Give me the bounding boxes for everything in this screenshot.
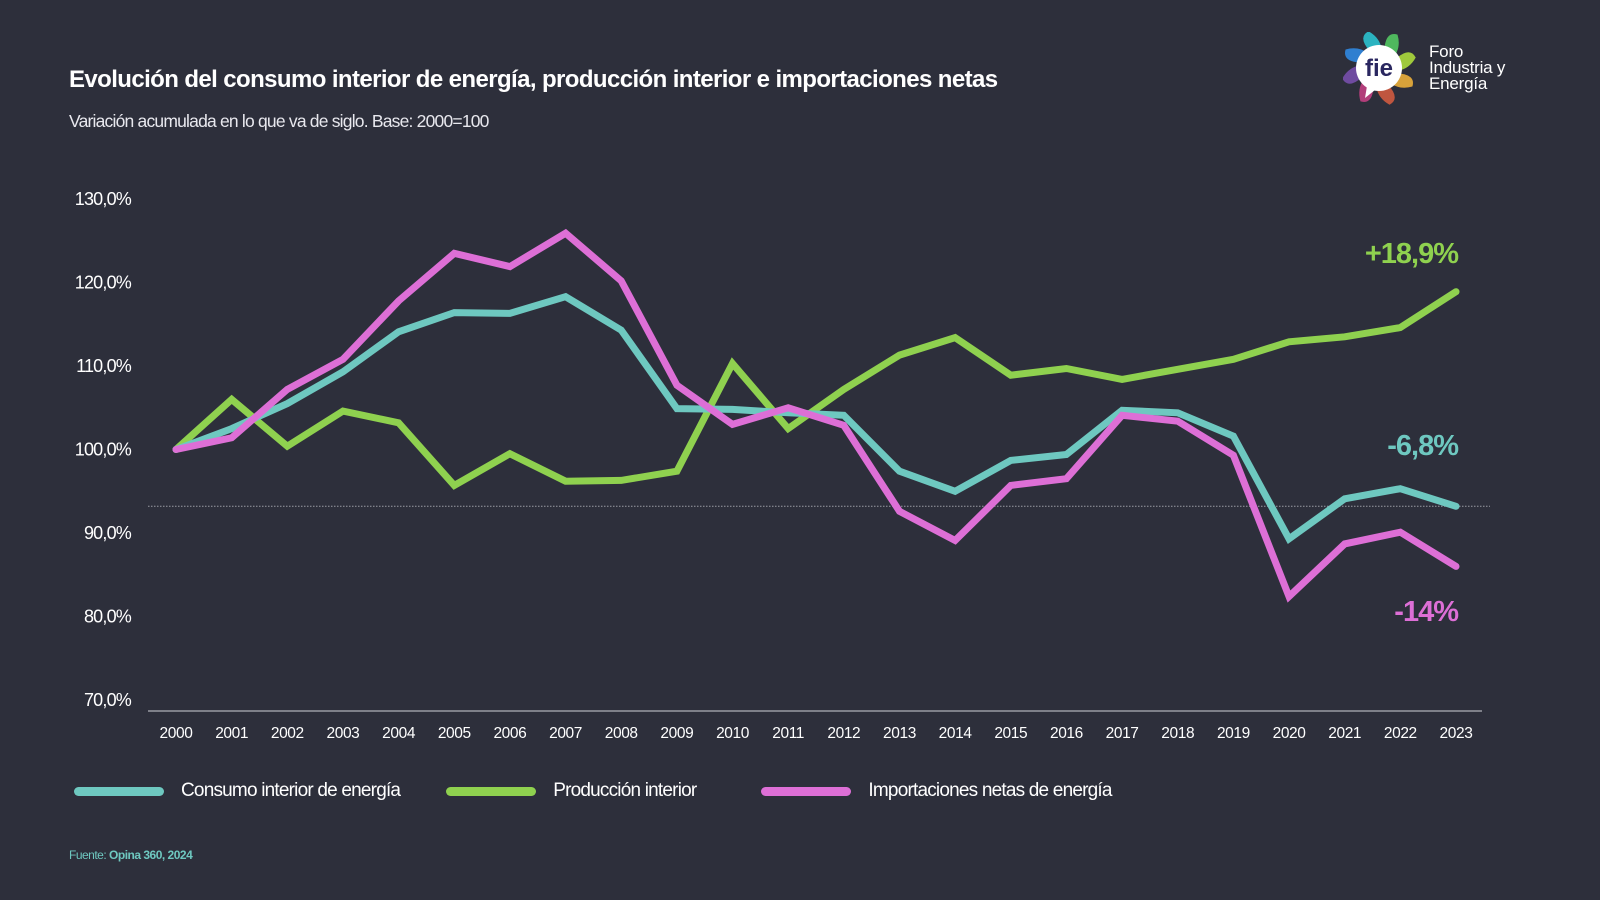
legend-label-produccion: Producción interior xyxy=(553,780,697,801)
source-prefix: Fuente: xyxy=(69,848,110,862)
x-tick-label: 2003 xyxy=(327,725,360,742)
y-tick-label: 100,0% xyxy=(75,440,132,460)
x-tick-label: 2002 xyxy=(271,725,304,742)
x-tick-label: 2015 xyxy=(994,725,1027,742)
legend-swatch-importaciones xyxy=(761,786,852,796)
logo-line-3: Energía xyxy=(1429,74,1488,93)
end-labels: -6,8% +18,9% -14% xyxy=(1365,238,1460,628)
x-axis: 2000 2001 2002 2003 2004 2005 2006 2007 2008 2009… xyxy=(160,725,1473,742)
legend: Consumo interior de energía Producción i… xyxy=(74,780,1112,802)
x-tick-label: 2004 xyxy=(382,725,416,742)
series-lines xyxy=(172,228,1460,603)
logo-text: Foro Industria y Energía xyxy=(1429,42,1506,93)
y-tick-label: 90,0% xyxy=(84,523,132,543)
series-line-importaciones xyxy=(172,228,1460,603)
x-tick-label: 2018 xyxy=(1161,725,1194,742)
x-tick-label: 2005 xyxy=(438,725,471,742)
logo-mark: fie xyxy=(1343,32,1416,105)
legend-swatch-produccion xyxy=(446,786,537,796)
x-tick-label: 2006 xyxy=(493,725,526,742)
x-tick-label: 2020 xyxy=(1273,725,1307,742)
x-tick-label: 2010 xyxy=(716,725,750,742)
x-tick-label: 2007 xyxy=(549,725,582,742)
x-tick-label: 2023 xyxy=(1440,725,1473,742)
logo-line-2: Industria y xyxy=(1429,58,1506,77)
end-label-consumo: -6,8% xyxy=(1387,430,1459,462)
x-tick-label: 2022 xyxy=(1384,725,1417,742)
source-name: Opina 360, 2024 xyxy=(109,848,193,862)
series-line-produccion xyxy=(172,288,1460,490)
legend-item-consumo[interactable]: Consumo interior de energía xyxy=(74,780,401,802)
y-tick-label: 120,0% xyxy=(75,273,132,293)
x-tick-label: 2009 xyxy=(660,725,693,742)
end-label-produccion: +18,9% xyxy=(1365,238,1459,270)
legend-label-importaciones: Importaciones netas de energía xyxy=(868,780,1112,801)
x-tick-label: 2008 xyxy=(605,725,638,742)
logo-bubble-tail xyxy=(1365,86,1375,98)
chart-title: Evolución del consumo interior de energí… xyxy=(69,66,998,93)
legend-item-produccion[interactable]: Producción interior xyxy=(446,780,697,802)
legend-item-importaciones[interactable]: Importaciones netas de energía xyxy=(761,780,1112,802)
x-tick-label: 2001 xyxy=(215,725,248,742)
y-axis: 130,0% 120,0% 110,0% 100,0% 90,0% 80,0% 70,0% xyxy=(75,189,133,710)
source-note: Fuente: Opina 360, 2024 xyxy=(69,848,193,862)
x-tick-label: 2016 xyxy=(1050,725,1083,742)
x-tick-label: 2017 xyxy=(1106,725,1139,742)
x-tick-label: 2012 xyxy=(827,725,860,742)
end-label-importaciones: -14% xyxy=(1394,596,1459,628)
y-tick-label: 110,0% xyxy=(76,356,132,376)
logo-circle xyxy=(1356,45,1402,91)
legend-label-consumo: Consumo interior de energía xyxy=(181,780,401,801)
x-tick-label: 2013 xyxy=(883,725,916,742)
y-tick-label: 80,0% xyxy=(84,607,132,627)
x-tick-label: 2019 xyxy=(1217,725,1250,742)
x-tick-label: 2011 xyxy=(772,725,804,742)
legend-swatch-consumo xyxy=(74,786,164,796)
x-tick-label: 2000 xyxy=(160,725,194,742)
x-tick-label: 2014 xyxy=(939,725,973,742)
y-tick-label: 130,0% xyxy=(75,189,132,209)
logo-line-1: Foro xyxy=(1429,42,1464,61)
chart-subtitle: Variación acumulada en lo que va de sigl… xyxy=(69,111,489,131)
logo-mark-text: fie xyxy=(1365,55,1393,82)
y-tick-label: 70,0% xyxy=(84,690,132,710)
x-tick-label: 2021 xyxy=(1328,725,1361,742)
